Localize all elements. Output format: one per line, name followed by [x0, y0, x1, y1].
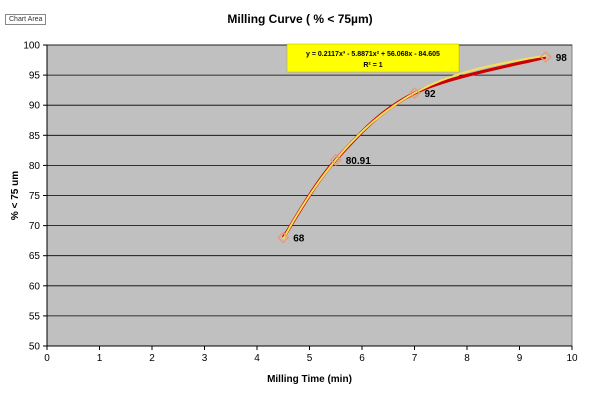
x-tick-label: 3 — [202, 353, 208, 364]
y-tick-label: 55 — [29, 311, 41, 322]
x-tick-label: 1 — [97, 353, 103, 364]
x-tick-label: 2 — [149, 353, 155, 364]
y-tick-label: 70 — [29, 221, 41, 232]
y-tick-label: 75 — [29, 191, 41, 202]
y-axis-title: % < 75 um — [10, 171, 21, 220]
data-label: 68 — [293, 234, 305, 245]
y-tick-label: 50 — [29, 342, 41, 353]
data-label: 80.91 — [346, 156, 371, 167]
x-tick-label: 7 — [412, 353, 418, 364]
data-point-marker — [408, 87, 421, 100]
data-point-marker — [329, 153, 342, 166]
x-tick-label: 9 — [517, 353, 523, 364]
chart-area-tooltip: Chart Area — [5, 14, 47, 25]
chart-title: Milling Curve ( % < 75µm) — [227, 12, 372, 26]
x-tick-label: 10 — [566, 353, 578, 364]
trendline — [282, 54, 546, 240]
x-tick-label: 5 — [307, 353, 313, 364]
y-tick-label: 80 — [29, 161, 41, 172]
data-point-marker — [277, 231, 290, 244]
x-axis-title: Milling Time (min) — [267, 374, 352, 385]
trendline-label-box — [286, 43, 460, 73]
trendline-r-squared: R² = 1 — [363, 62, 382, 69]
data-label: 92 — [425, 89, 437, 100]
y-tick-label: 95 — [29, 71, 41, 82]
y-tick-label: 100 — [23, 41, 40, 52]
y-tick-label: 60 — [29, 281, 41, 292]
data-point-marker — [539, 51, 552, 64]
y-tick-label: 90 — [29, 101, 41, 112]
x-tick-label: 8 — [464, 353, 470, 364]
x-tick-label: 6 — [359, 353, 365, 364]
trendline-equation: y = 0.2117x³ - 5.8871x² + 56.068x - 84.6… — [306, 51, 440, 58]
x-tick-label: 0 — [44, 353, 50, 364]
y-tick-label: 85 — [29, 131, 41, 142]
data-label: 98 — [556, 53, 568, 64]
y-tick-label: 65 — [29, 251, 41, 262]
x-tick-label: 4 — [254, 353, 260, 364]
